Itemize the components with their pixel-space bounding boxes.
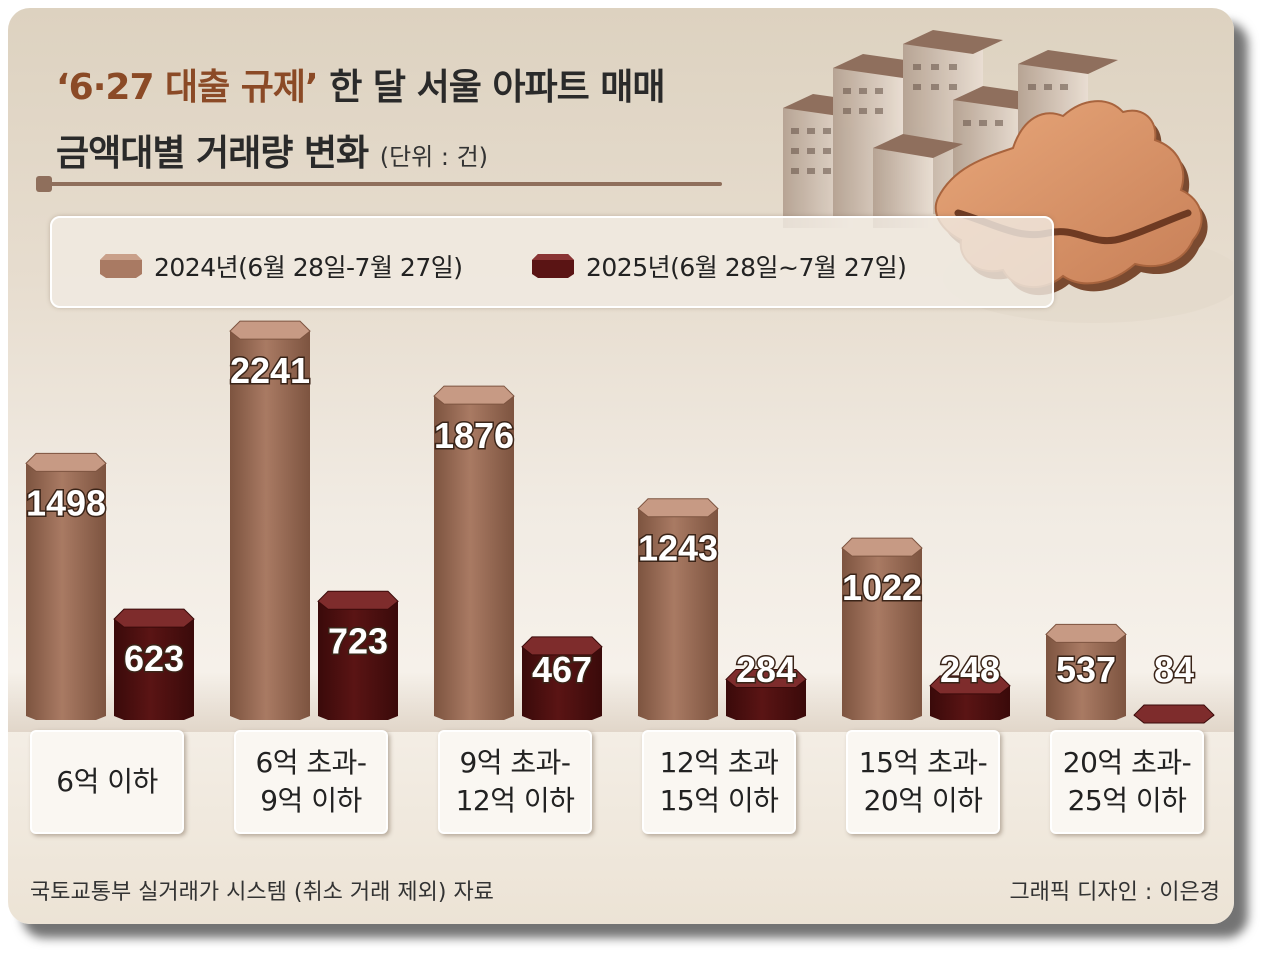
bar-body xyxy=(26,457,106,720)
bar-2024-4: 1022 xyxy=(840,537,924,720)
chart-title: ‘6·27 대출 규제’ 한 달 서울 아파트 매매 금액대별 거래량 변화 (… xyxy=(56,58,665,176)
bar-cap xyxy=(841,537,923,557)
bar-value-label: 84 xyxy=(1154,649,1194,690)
category-label: 15억 초과- 20억 이하 xyxy=(858,746,988,817)
seoul-apartment-illustration xyxy=(783,30,1233,323)
legend-swatch-2024 xyxy=(100,254,142,278)
category-label: 20억 초과- 25억 이하 xyxy=(1062,746,1192,817)
bar-2025-5: 84 xyxy=(1133,648,1215,724)
legend: 2024년(6월 28일-7월 27일) 2025년(6월 28일~7월 27일… xyxy=(50,216,1054,308)
bar-value-label: 1876 xyxy=(434,415,514,456)
bar-value-label: 1022 xyxy=(842,567,922,608)
bar-cap xyxy=(113,608,195,628)
bar-body xyxy=(1046,628,1126,720)
bar-body xyxy=(230,325,310,720)
bar-value-label: 537 xyxy=(1056,649,1116,690)
legend-label-2024: 2024년(6월 28일-7월 27일) xyxy=(154,253,463,282)
bar-cap xyxy=(637,498,719,518)
bar-2024-2: 1876 xyxy=(432,385,516,720)
bar-2025-2: 467 xyxy=(521,636,603,720)
bar-body xyxy=(114,613,194,720)
bar-body xyxy=(638,502,718,720)
bar-2025-1: 723 xyxy=(317,590,399,720)
bar-2024-3: 1243 xyxy=(636,498,720,720)
category-label: 6억 이하 xyxy=(56,765,158,798)
infographic-card: ‘6·27 대출 규제’ 한 달 서울 아파트 매매 금액대별 거래량 변화 (… xyxy=(8,8,1234,924)
title-highlight: ‘6·27 대출 규제’ xyxy=(56,67,319,108)
bar-value-label: 284 xyxy=(736,649,796,690)
category-label: 12억 초과 15억 이하 xyxy=(659,746,779,817)
bar-value-label: 1243 xyxy=(638,528,718,569)
bar-cap xyxy=(1133,704,1215,724)
bar-2025-3: 284 xyxy=(725,648,807,720)
bar-cap xyxy=(521,636,603,656)
source-note: 국토교통부 실거래가 시스템 (취소 거래 제외) 자료 xyxy=(30,880,494,905)
bar-2025-0: 623 xyxy=(113,608,195,720)
bar-value-label: 623 xyxy=(124,638,184,679)
bar-cap xyxy=(317,590,399,610)
bar-cap xyxy=(229,320,311,340)
title-line-2: 금액대별 거래량 변화 (단위 : 건) xyxy=(56,124,664,176)
category-box-2: 9억 초과- 12억 이하 xyxy=(438,730,592,834)
bar-value-label: 1498 xyxy=(26,482,106,523)
bar-cap xyxy=(725,668,807,688)
category-box-3: 12억 초과 15억 이하 xyxy=(642,730,796,834)
bar-cap xyxy=(929,675,1011,695)
bar-value-label: 248 xyxy=(940,649,1000,690)
title-line-1: ‘6·27 대출 규제’ 한 달 서울 아파트 매매 xyxy=(56,58,665,110)
legend-item-2024: 2024년(6월 28일-7월 27일) xyxy=(98,248,463,284)
bar-body xyxy=(434,390,514,720)
category-box-1: 6억 초과- 9억 이하 xyxy=(234,730,388,834)
bar-2024-0: 1498 xyxy=(24,452,108,720)
unit-label: (단위 : 건) xyxy=(379,143,489,171)
bar-value-label: 2241 xyxy=(230,350,310,391)
bar-2024-5: 537 xyxy=(1045,623,1127,720)
bar-value-label: 723 xyxy=(328,620,388,661)
category-label: 6억 초과- 9억 이하 xyxy=(255,746,367,817)
category-box-5: 20억 초과- 25억 이하 xyxy=(1050,730,1204,834)
legend-item-2025: 2025년(6월 28일~7월 27일) xyxy=(530,248,907,284)
legend-swatch-2025 xyxy=(532,254,574,278)
bar-body xyxy=(522,640,602,720)
category-box-0: 6억 이하 xyxy=(30,730,184,834)
category-label: 9억 초과- 12억 이하 xyxy=(455,746,575,817)
bar-cap xyxy=(25,452,107,472)
graphic-credit: 그래픽 디자인 : 이은경 xyxy=(1009,880,1220,905)
bar-cap xyxy=(1045,623,1127,643)
title-divider xyxy=(36,176,722,192)
bar-chart: 1498 623 2241 723 1876 467 1243 284 1022 248 537 84 xyxy=(24,320,1215,724)
bar-value-label: 467 xyxy=(532,649,592,690)
bar-body xyxy=(842,542,922,720)
floor-shading xyxy=(8,672,1234,732)
bar-body xyxy=(318,595,398,720)
bar-2025-4: 248 xyxy=(929,648,1011,720)
bar-cap xyxy=(433,385,515,405)
legend-label-2025: 2025년(6월 28일~7월 27일) xyxy=(586,253,907,282)
title-line-2-text: 금액대별 거래량 변화 xyxy=(56,133,369,174)
title-line-1-rest: 한 달 서울 아파트 매매 xyxy=(317,67,665,108)
category-box-4: 15억 초과- 20억 이하 xyxy=(846,730,1000,834)
bar-2024-1: 2241 xyxy=(228,320,312,720)
